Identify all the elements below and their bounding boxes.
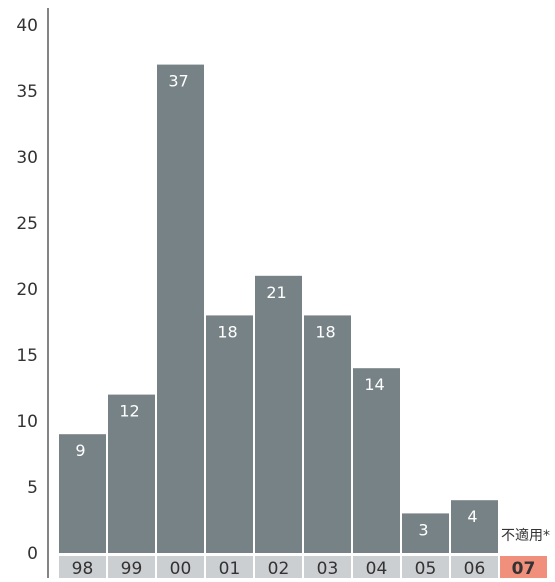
x-tick-label: 00 — [170, 559, 192, 578]
y-tick-label: 10 — [16, 412, 38, 432]
y-tick-label: 30 — [16, 148, 38, 168]
x-tick-band — [353, 556, 400, 578]
bar — [353, 368, 400, 553]
x-tick-label: 99 — [121, 559, 143, 578]
bar-value-label: 9 — [75, 441, 85, 460]
x-tick-label: 01 — [219, 559, 241, 578]
bar — [157, 64, 204, 553]
bar — [108, 394, 155, 553]
bar-value-label: 14 — [364, 375, 384, 394]
y-tick-label: 35 — [16, 82, 38, 102]
x-tick-band — [255, 556, 302, 578]
x-tick-label: 03 — [317, 559, 339, 578]
y-tick-label: 0 — [27, 544, 38, 564]
bar — [304, 315, 351, 553]
y-tick-label: 25 — [16, 214, 38, 234]
x-tick-label: 07 — [512, 559, 536, 578]
bar — [402, 513, 449, 553]
x-tick-band — [451, 556, 498, 578]
bar-value-label: 12 — [119, 402, 139, 421]
y-tick-label: 40 — [16, 16, 38, 36]
y-tick-label: 15 — [16, 346, 38, 366]
bar-value-label: 18 — [217, 322, 237, 341]
bar-value-label: 21 — [266, 283, 286, 302]
x-tick-band — [59, 556, 106, 578]
x-tick-band-highlight — [500, 556, 547, 578]
annotation-not-applicable: 不適用* — [501, 527, 550, 544]
x-tick-band — [304, 556, 351, 578]
y-tick-label: 5 — [27, 478, 38, 498]
x-tick-label: 02 — [268, 559, 290, 578]
y-tick-label: 20 — [16, 280, 38, 300]
x-tick-label: 04 — [366, 559, 388, 578]
bar — [451, 500, 498, 553]
bar — [206, 315, 253, 553]
x-tick-label: 06 — [464, 559, 486, 578]
x-tick-band — [108, 556, 155, 578]
bar — [255, 275, 302, 553]
x-tick-band — [402, 556, 449, 578]
bar-value-label: 4 — [467, 507, 477, 526]
bar-value-label: 18 — [315, 322, 335, 341]
x-tick-band — [157, 556, 204, 578]
bar-value-label: 37 — [168, 72, 188, 91]
x-tick-band — [206, 556, 253, 578]
x-tick-label: 05 — [415, 559, 437, 578]
bar-value-label: 3 — [418, 520, 428, 539]
bar — [59, 434, 106, 553]
x-tick-label: 98 — [72, 559, 94, 578]
